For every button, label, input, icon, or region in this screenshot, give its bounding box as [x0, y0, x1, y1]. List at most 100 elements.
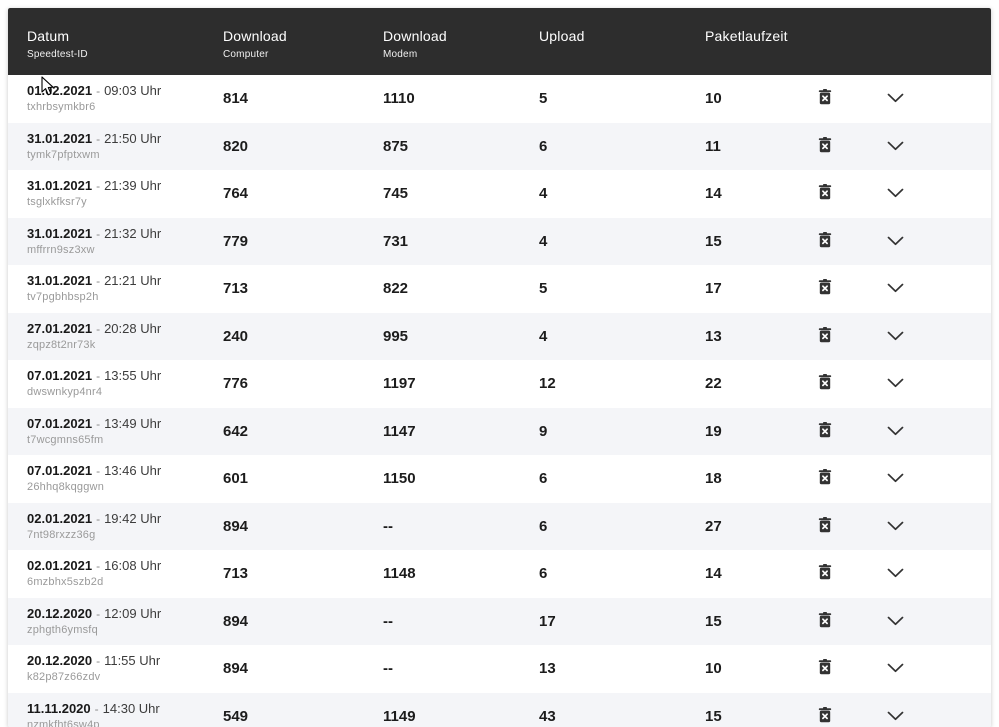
table-row: 01.02.2021-09:03 Uhr txhrbsymkbr6 814 11… — [8, 75, 991, 123]
expand-row-button[interactable] — [883, 87, 908, 110]
upload-value: 12 — [539, 375, 556, 393]
delete-entry-button[interactable] — [814, 655, 836, 682]
upload-value: 6 — [539, 470, 548, 488]
speedtest-id: zphgth6ymsfq — [27, 623, 98, 636]
date-time-separator: - — [96, 464, 101, 479]
row-date: 07.01.2021 — [27, 368, 93, 384]
row-time: 21:21 Uhr — [104, 273, 162, 289]
download-computer-value: 894 — [223, 517, 249, 535]
download-computer-value: 776 — [223, 375, 249, 393]
row-date: 31.01.2021 — [27, 273, 93, 289]
table-row: 11.11.2020-14:30 Uhr nzmkfht6sw4p 549 11… — [8, 692, 991, 727]
date-time: 11.11.2020-14:30 Uhr — [27, 702, 223, 715]
row-time: 21:50 Uhr — [104, 130, 162, 146]
chevron-down-icon — [887, 186, 904, 201]
datum-cell: 02.01.2021-16:08 Uhr 6mzbhx5szb2d — [8, 559, 223, 588]
upload-value: 5 — [539, 90, 548, 108]
trash-delete-icon — [818, 374, 832, 393]
delete-entry-button[interactable] — [814, 465, 836, 492]
speedtest-id: 6mzbhx5szb2d — [27, 576, 104, 589]
trash-delete-icon — [818, 611, 832, 631]
download-modem-value: 745 — [383, 185, 409, 203]
expand-row-button[interactable] — [883, 515, 908, 538]
download-modem-value: 1197 — [383, 375, 416, 393]
delete-entry-button[interactable] — [814, 133, 836, 160]
row-date: 20.12.2020 — [27, 605, 93, 621]
table-row: 02.01.2021-16:08 Uhr 6mzbhx5szb2d 713 11… — [8, 550, 991, 598]
delete-entry-button[interactable] — [814, 418, 836, 445]
download-computer-value: 814 — [223, 90, 249, 108]
chevron-down-icon — [887, 329, 904, 344]
speedtest-id: tv7pgbhbsp2h — [27, 291, 99, 304]
paketlaufzeit-value: 14 — [705, 565, 722, 583]
row-time: 11:55 Uhr — [104, 653, 161, 669]
column-header-download-modem: Download Modem — [383, 8, 539, 60]
table-row: 31.01.2021-21:39 Uhr tsglxkfksr7y 764 74… — [8, 170, 991, 218]
speedtest-id: 26hhq8kqggwn — [27, 481, 105, 494]
download-computer-value: 601 — [223, 470, 249, 488]
trash-delete-icon — [818, 136, 832, 156]
expand-row-button[interactable] — [883, 325, 908, 348]
delete-entry-button[interactable] — [814, 703, 836, 727]
trash-delete-icon — [818, 659, 832, 678]
column-subtitle: Computer — [223, 49, 269, 60]
column-header-upload: Upload — [539, 8, 705, 49]
chevron-down-icon — [887, 91, 904, 106]
column-title: Upload — [539, 28, 585, 44]
datum-cell: 02.01.2021-19:42 Uhr 7nt98rxzz36g — [8, 512, 223, 541]
upload-value: 4 — [539, 327, 548, 345]
expand-row-button[interactable] — [883, 182, 908, 205]
speedtest-id: nzmkfht6sw4p — [27, 718, 100, 727]
speedtest-history-table: Datum Speedtest-ID Download Computer Dow… — [8, 8, 991, 727]
expand-row-button[interactable] — [883, 135, 908, 158]
expand-row-button[interactable] — [883, 705, 908, 727]
speedtest-id: mffrrn9sz3xw — [27, 243, 95, 256]
download-computer-value: 549 — [223, 707, 249, 725]
upload-value: 6 — [539, 565, 548, 583]
paketlaufzeit-value: 15 — [705, 232, 722, 250]
delete-entry-button[interactable] — [814, 228, 836, 255]
paketlaufzeit-value: 10 — [705, 90, 722, 108]
datum-cell: 07.01.2021-13:46 Uhr 26hhq8kqggwn — [8, 464, 223, 493]
row-date: 02.01.2021 — [27, 510, 93, 526]
expand-row-button[interactable] — [883, 657, 908, 680]
delete-entry-button[interactable] — [814, 513, 836, 540]
row-date: 31.01.2021 — [27, 178, 93, 194]
expand-row-button[interactable] — [883, 562, 908, 585]
paketlaufzeit-value: 15 — [705, 707, 722, 725]
table-row: 31.01.2021-21:32 Uhr mffrrn9sz3xw 779 73… — [8, 217, 991, 265]
row-date: 02.01.2021 — [27, 558, 93, 574]
upload-value: 6 — [539, 137, 548, 155]
expand-row-button[interactable] — [883, 610, 908, 633]
row-time: 09:03 Uhr — [104, 83, 162, 99]
delete-entry-button[interactable] — [814, 370, 836, 397]
delete-entry-button[interactable] — [814, 85, 836, 112]
date-time-separator: - — [96, 131, 101, 146]
download-modem-value: 1110 — [383, 90, 415, 108]
upload-value: 13 — [539, 660, 556, 678]
table-row: 31.01.2021-21:21 Uhr tv7pgbhbsp2h 713 82… — [8, 265, 991, 313]
expand-row-button[interactable] — [883, 230, 908, 253]
row-time: 13:55 Uhr — [104, 368, 162, 384]
download-computer-value: 820 — [223, 137, 249, 155]
delete-entry-button[interactable] — [814, 180, 836, 207]
paketlaufzeit-value: 27 — [705, 517, 722, 535]
expand-row-button[interactable] — [883, 372, 908, 395]
delete-entry-button[interactable] — [814, 560, 836, 587]
speedtest-id: dwswnkyp4nr4 — [27, 386, 103, 399]
expand-row-button[interactable] — [883, 420, 908, 443]
speedtest-id: txhrbsymkbr6 — [27, 101, 96, 114]
delete-entry-button[interactable] — [814, 608, 836, 635]
paketlaufzeit-value: 22 — [705, 375, 722, 393]
chevron-down-icon — [887, 376, 904, 391]
delete-entry-button[interactable] — [814, 275, 836, 302]
expand-row-button[interactable] — [883, 277, 908, 300]
table-body: 01.02.2021-09:03 Uhr txhrbsymkbr6 814 11… — [8, 75, 991, 727]
date-time: 27.01.2021-20:28 Uhr — [27, 322, 223, 335]
date-time-separator: - — [96, 84, 101, 99]
delete-entry-button[interactable] — [814, 323, 836, 350]
datum-cell: 31.01.2021-21:21 Uhr tv7pgbhbsp2h — [8, 274, 223, 303]
row-time: 20:28 Uhr — [104, 320, 162, 336]
chevron-down-icon — [887, 519, 904, 534]
expand-row-button[interactable] — [883, 467, 908, 490]
